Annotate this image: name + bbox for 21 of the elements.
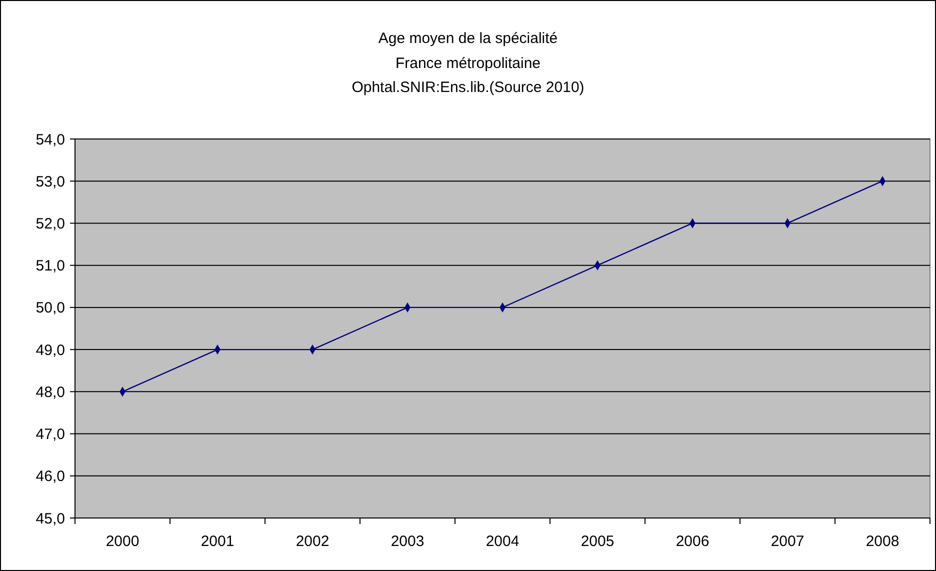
y-tick-label: 52,0 [36,215,65,232]
chart-subtitle: France métropolitaine Ophtal.SNIR:Ens.lib.(Source 2010) [352,55,584,96]
x-tick-label: 2001 [200,533,234,550]
x-tick-label: 2004 [486,533,520,550]
x-tick-label: 2002 [296,533,330,550]
y-tick-label: 45,0 [36,510,65,528]
x-tick-label: 2000 [106,533,140,550]
x-tick-label: 2008 [866,533,900,550]
y-tick-label: 48,0 [36,384,65,401]
y-tick-label: 50,0 [36,300,65,317]
y-tick-label: 54,0 [36,131,65,148]
y-tick-label: 47,0 [36,426,65,444]
y-tick-label: 51,0 [36,258,65,275]
y-tick-label: 53,0 [36,173,65,190]
x-tick-label: 2006 [676,533,710,550]
x-tick-label: 2007 [770,533,804,550]
y-tick-label: 46,0 [36,468,65,486]
x-tick-label: 2003 [390,533,424,550]
chart-title: Age moyen de la spécialité [378,30,558,47]
y-tick-label: 49,0 [36,342,65,359]
x-tick-label: 2005 [580,533,614,550]
